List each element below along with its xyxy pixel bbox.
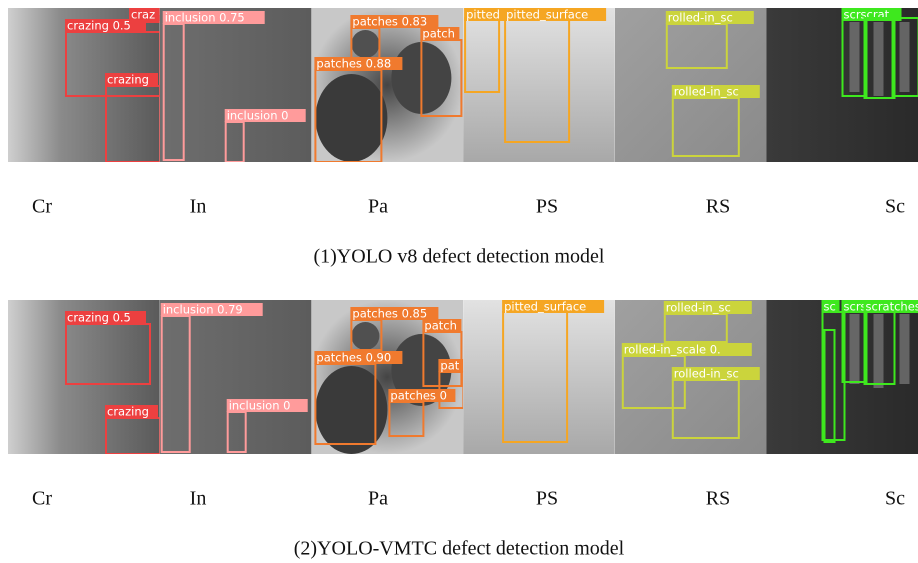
detection-label: rolled-in_sc <box>674 85 739 99</box>
texture <box>874 22 884 96</box>
class-caption: In <box>190 488 207 510</box>
detection-label: crazing 0.5 <box>67 311 131 325</box>
detection-label: rolled-in_sc <box>668 11 733 25</box>
image-background <box>160 300 312 454</box>
class-caption: Cr <box>32 488 52 510</box>
class-caption: RS <box>706 488 730 510</box>
class-caption: Pa <box>368 196 388 218</box>
detection-label: patches 0 <box>390 389 447 403</box>
detection-label: patch <box>422 27 454 41</box>
texture <box>315 366 387 454</box>
figure: crazing 0.5crazcrazingCrinclusion 0.75in… <box>0 0 918 563</box>
texture <box>315 74 387 162</box>
defect-image: inclusion 0.75 inclusion 0 <box>160 8 312 162</box>
detection-label: scrscrat <box>844 8 890 22</box>
detection-label: pitted_surface <box>506 8 588 22</box>
class-caption: RS <box>706 196 730 218</box>
row-caption: (1)YOLO v8 defect detection model <box>313 246 604 268</box>
texture <box>900 22 910 92</box>
detection-label: patches 0.88 <box>316 57 391 71</box>
detection-label: crazing <box>107 73 149 87</box>
class-caption: Sc <box>885 196 905 218</box>
image-background <box>463 8 615 162</box>
detection-label: rolled-in_sc <box>666 301 731 315</box>
defect-image: inclusion 0.79 inclusion 0 <box>160 300 312 454</box>
detection-label: patches 0.83 <box>352 15 427 29</box>
class-caption: Pa <box>368 488 388 510</box>
detection-label: craz <box>131 8 155 22</box>
detection-label: rolled-in_scale 0. <box>624 343 721 357</box>
detection-label: crazing <box>107 405 149 419</box>
image-background <box>463 300 615 454</box>
class-caption: Sc <box>885 488 905 510</box>
detection-label: crazing 0.5 <box>67 19 131 33</box>
detection-label: rolled-in_sc <box>674 367 739 381</box>
defect-image: rolled-in_sc rolled-in_sc <box>615 8 767 162</box>
detection-label: pitted_surface <box>504 300 586 314</box>
defect-image: pitted pitted_surface <box>463 8 615 163</box>
detection-label: inclusion 0 <box>229 399 291 413</box>
detection-label: scratches <box>866 300 918 314</box>
detection-label: pitted <box>466 8 500 22</box>
defect-image: scrscrat <box>767 8 918 163</box>
texture <box>351 322 379 350</box>
class-caption: Cr <box>32 196 52 218</box>
texture <box>351 30 379 58</box>
detection-label: patch <box>424 319 456 333</box>
row-caption: (2)YOLO-VMTC defect detection model <box>294 538 625 560</box>
detection-label: patches 0.85 <box>352 307 427 321</box>
defect-image: pitted_surface <box>463 300 615 455</box>
texture <box>874 314 884 388</box>
detection-label: pat <box>440 359 459 373</box>
defect-image: crazing 0.5 crazing <box>8 300 160 454</box>
detection-label: inclusion 0.75 <box>165 11 245 25</box>
class-caption: PS <box>536 196 558 218</box>
detection-label: patches 0.90 <box>316 351 391 365</box>
class-caption: In <box>190 196 207 218</box>
texture <box>900 314 910 384</box>
detection-label: sc <box>824 300 836 314</box>
texture <box>850 22 860 92</box>
texture <box>850 314 860 384</box>
detection-label: inclusion 0 <box>227 109 289 123</box>
image-background <box>160 8 312 162</box>
defect-image: scscrscratscratches <box>767 300 918 455</box>
defect-image: rolled-in_sc rolled-in_scale 0. rolled-in_… <box>615 300 767 454</box>
detection-label: inclusion 0.79 <box>163 303 243 317</box>
class-caption: PS <box>536 488 558 510</box>
